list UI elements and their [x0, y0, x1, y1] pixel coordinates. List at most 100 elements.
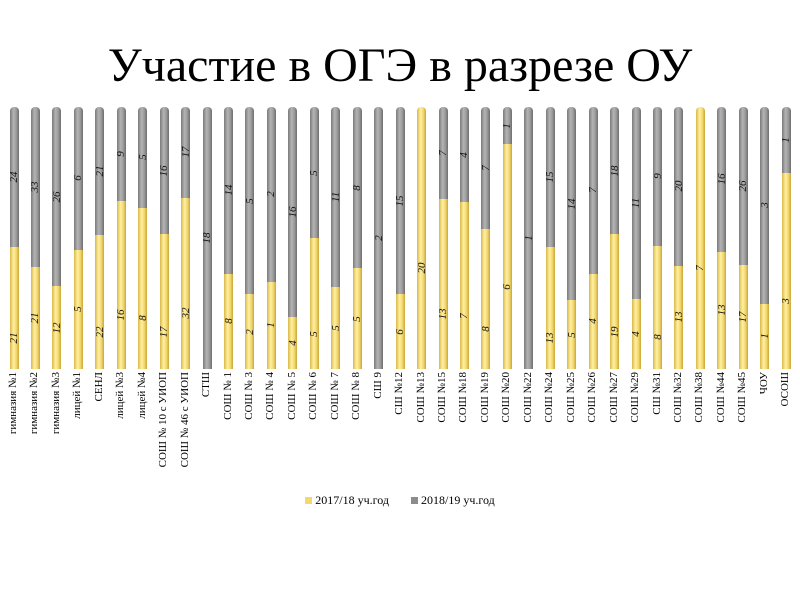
- bar-segment-2018-19: [52, 107, 62, 287]
- bar-segment-2017-18: [695, 107, 705, 369]
- bar-segment-2017-18: [610, 234, 620, 369]
- value-label-2017-18: 6: [501, 283, 514, 290]
- bar-segment-2017-18: [352, 268, 362, 369]
- value-label-2018-19: 11: [329, 191, 342, 203]
- x-axis-label: лицей №4: [135, 372, 148, 419]
- bar: [674, 107, 684, 369]
- value-label-2018-19: 1: [501, 122, 514, 129]
- bar-segment-2018-19: [653, 107, 662, 246]
- bar-segment-2018-19: [352, 107, 362, 269]
- value-label-2018-19: 6: [72, 175, 85, 182]
- value-label-2017-18: 5: [351, 315, 364, 322]
- value-label-2017-18: 17: [158, 326, 171, 337]
- bar-segment-2017-18: [245, 294, 255, 369]
- bar: [138, 107, 148, 369]
- bar-segment-2017-18: [674, 265, 684, 369]
- value-label-2017-18: 13: [672, 311, 685, 323]
- x-axis-label: СОШ №13: [414, 372, 427, 423]
- bar-segment-2017-18: [331, 287, 341, 369]
- bar-segment-2018-19: [245, 107, 255, 295]
- x-axis-label: СОШ № 46 с УИОП: [178, 372, 191, 468]
- value-label-2018-19: 20: [672, 180, 685, 192]
- bar-segment-2017-18: [52, 286, 62, 369]
- x-axis-label: СШ №31: [650, 372, 663, 415]
- bar-segment-2018-19: [545, 107, 555, 248]
- bar: [438, 107, 448, 369]
- chart-title: Участие в ОГЭ в разрезе ОУ: [107, 39, 693, 92]
- x-axis-label: СОШ №38: [693, 372, 706, 423]
- value-label-2017-18: 7: [694, 265, 707, 271]
- value-label-2018-19: 18: [608, 165, 621, 177]
- value-label-2017-18: 8: [651, 334, 664, 341]
- bar-segment-2018-19: [567, 107, 577, 301]
- bar-segment-2017-18: [738, 265, 748, 369]
- legend: 2017/18 уч.год 2018/19 уч.год: [0, 493, 800, 508]
- bar-segment-2018-19: [138, 107, 148, 208]
- value-label-2017-18: 16: [115, 309, 128, 321]
- bar-segment-2017-18: [73, 249, 83, 369]
- bar-segment-2018-19: [30, 107, 40, 268]
- value-label-2017-18: 21: [29, 312, 42, 324]
- x-axis-label: СОШ №45: [736, 372, 749, 423]
- value-label-2018-19: 9: [651, 173, 664, 180]
- bar-segment-2017-18: [159, 234, 169, 369]
- legend-swatch-icon: [305, 497, 313, 504]
- x-axis-label: СОШ № 4: [264, 372, 277, 420]
- value-label-2017-18: 17: [737, 311, 750, 323]
- bar-segment-2018-19: [588, 107, 598, 274]
- bar-segment-2017-18: [138, 207, 148, 369]
- bar-segment-2018-19: [459, 107, 469, 203]
- value-label-2018-19: 5: [243, 197, 256, 204]
- legend-item: 2017/18 уч.год: [305, 493, 389, 508]
- x-axis-label: лицей №1: [71, 372, 84, 419]
- x-axis-label: СОШ №25: [564, 372, 577, 423]
- legend-label: 2018/19 уч.год: [421, 493, 495, 507]
- value-label-2018-19: 5: [308, 169, 321, 176]
- bar-segment-2018-19: [73, 107, 83, 250]
- bar-segment-2017-18: [545, 247, 555, 369]
- value-label-2018-19: 33: [29, 181, 42, 193]
- x-axis-label: СОШ № 10 с УИОП: [157, 372, 170, 468]
- bar-segment-2018-19: [502, 107, 512, 145]
- bar-segment-2018-19: [481, 107, 491, 230]
- bar-segment-2017-18: [760, 303, 770, 369]
- bar-segment-2017-18: [395, 294, 405, 369]
- value-label-2018-19: 24: [8, 171, 20, 183]
- bar: [352, 107, 362, 369]
- bar: [245, 107, 255, 369]
- x-axis-label: СТШ: [200, 372, 213, 398]
- bar-segment-2018-19: [524, 107, 534, 369]
- legend-item: 2018/19 уч.год: [411, 493, 495, 508]
- x-axis-label: ЧОУ: [757, 372, 770, 395]
- value-label-2018-19: 1: [780, 137, 793, 143]
- value-label-2018-19: 4: [458, 151, 471, 158]
- bar-segment-2018-19: [288, 107, 298, 317]
- bar: [717, 107, 727, 369]
- x-axis-label: СОШ № 5: [285, 372, 298, 420]
- x-axis-label: СОШ №29: [629, 372, 642, 423]
- bar-segment-2017-18: [309, 238, 319, 369]
- bar-segment-2018-19: [266, 107, 276, 282]
- bar: [9, 107, 19, 369]
- bar-segment-2017-18: [502, 144, 512, 369]
- bar-segment-2017-18: [717, 251, 727, 369]
- value-label-2017-18: 1: [758, 333, 771, 340]
- x-axis-label: СОШ №26: [586, 372, 599, 423]
- bar-segment-2017-18: [588, 273, 598, 369]
- value-label-2017-18: 1: [265, 322, 278, 329]
- bar: [73, 107, 83, 369]
- value-label-2017-18: 20: [415, 262, 428, 274]
- bar-segment-2017-18: [224, 273, 233, 369]
- bar: [224, 107, 233, 369]
- value-label-2017-18: 5: [308, 330, 321, 337]
- plot-area: 21 24 21 33 12 26 5 6 22 21 16 9 8 5 17 16 32 17 18 8 14 2 5 1 2…: [0, 107, 800, 369]
- value-label-2017-18: 4: [587, 318, 600, 325]
- x-axis-label: СОШ № 3: [242, 372, 255, 420]
- bar: [567, 107, 577, 369]
- value-label-2017-18: 4: [630, 331, 643, 337]
- bar: [653, 107, 662, 369]
- x-axis-label: СШ 9: [371, 372, 384, 399]
- value-label-2017-18: 5: [72, 306, 85, 313]
- value-label-2017-18: 12: [50, 322, 63, 334]
- bar-segment-2018-19: [331, 107, 341, 288]
